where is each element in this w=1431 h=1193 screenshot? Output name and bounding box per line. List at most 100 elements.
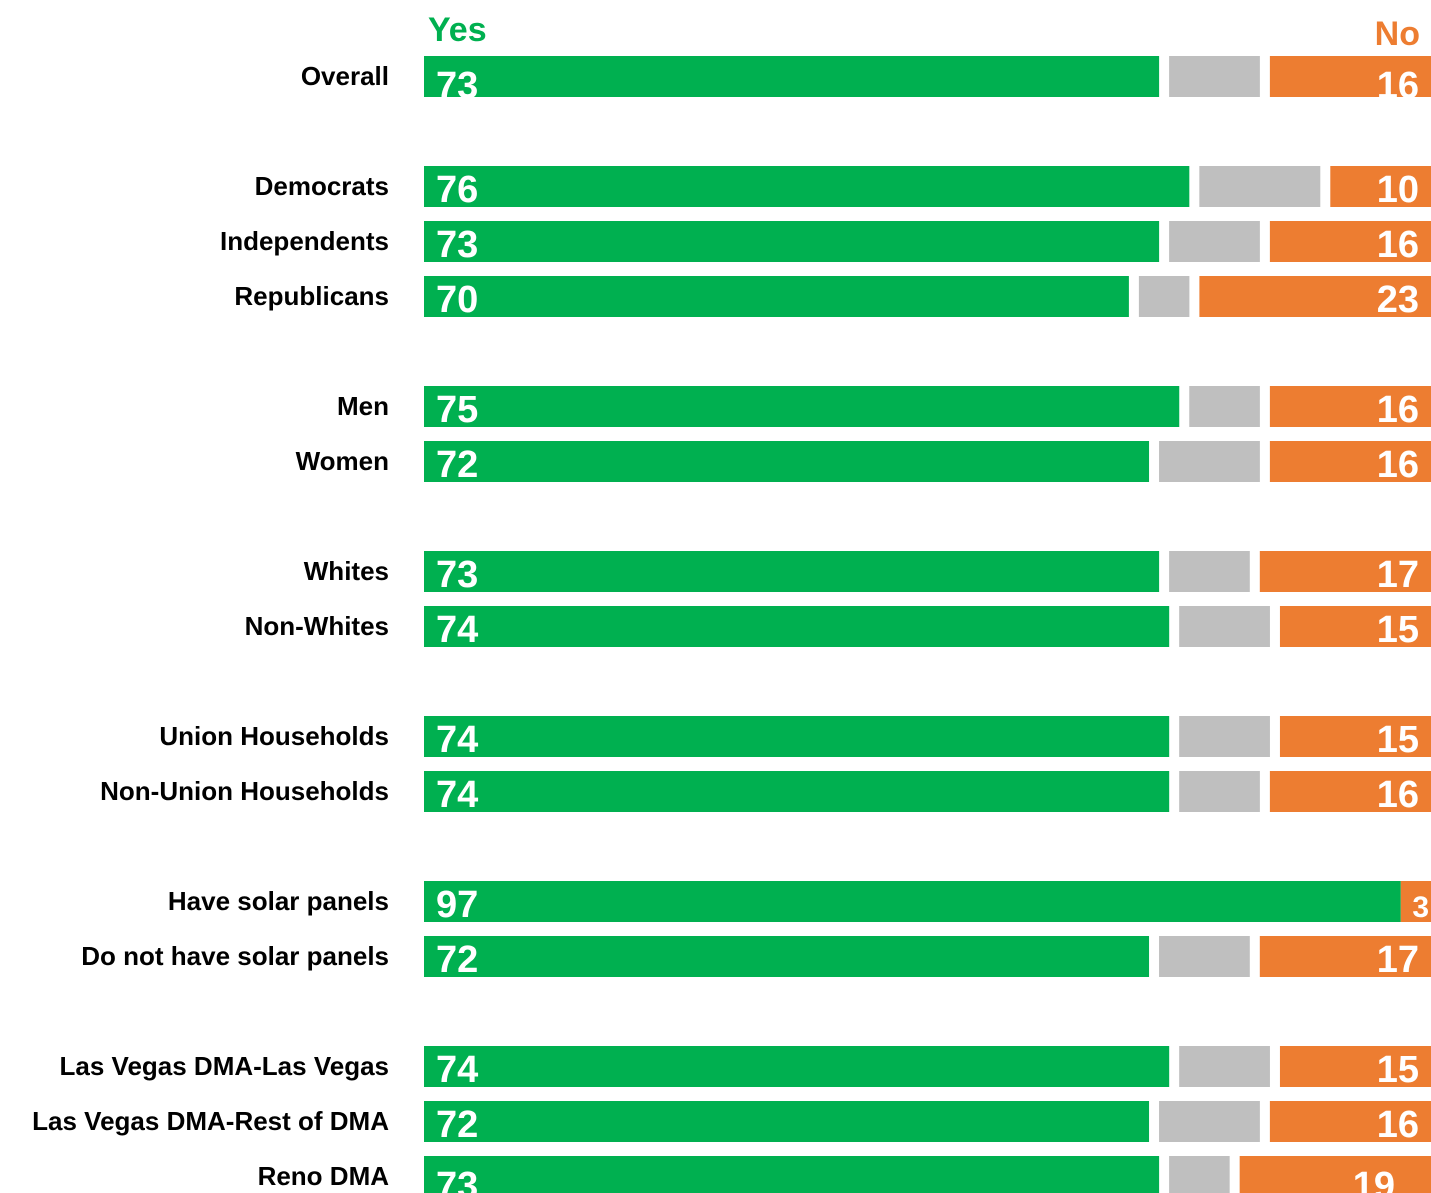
yes-bar [424,551,1160,592]
neutral-bar [1169,551,1250,592]
no-value-label: 16 [1377,65,1419,107]
bar-row-do-not-have-solar-panels: Do not have solar panels 72 17 [81,936,1431,981]
no-value-label: 16 [1377,224,1419,266]
yes-bar [424,936,1150,977]
category-label: Reno DMA [258,1161,390,1191]
yes-value-label: 72 [436,939,478,981]
yes-value-label: 70 [436,279,478,321]
no-bar [1199,276,1431,317]
no-value-label: 17 [1377,939,1419,981]
bar-row-democrats: Democrats 76 10 [255,166,1431,211]
yes-header: Yes [428,11,487,49]
category-label: Have solar panels [168,886,389,916]
no-value-label: 15 [1377,609,1419,651]
category-label: Whites [304,556,389,586]
no-bar [1259,936,1431,977]
yes-value-label: 76 [436,169,478,211]
bar-row-union-households: Union Households 74 15 [159,716,1431,761]
neutral-bar [1179,771,1260,812]
no-value-label: 16 [1377,774,1419,816]
no-bar [1269,386,1431,427]
no-value-label: 15 [1377,1049,1419,1091]
no-value-label: 17 [1377,554,1419,596]
bar-row-republicans: Republicans 70 23 [234,276,1431,321]
category-label: Las Vegas DMA-Rest of DMA [32,1106,389,1136]
category-label: Independents [220,226,389,256]
no-bar [1400,881,1431,922]
no-bar [1279,1046,1431,1087]
no-value-label: 15 [1377,719,1419,761]
neutral-bar [1159,441,1260,482]
yes-value-label: 73 [436,554,478,596]
no-bar [1330,166,1431,207]
yes-value-label: 74 [436,774,478,816]
category-label: Do not have solar panels [81,941,389,971]
yes-bar [424,56,1160,97]
yes-value-label: 74 [436,1049,478,1091]
yes-value-label: 74 [436,609,478,651]
no-value-label: 16 [1377,444,1419,486]
neutral-bar [1179,716,1270,757]
category-label: Non-Union Households [100,776,389,806]
no-bar [1269,771,1431,812]
yes-bar [424,881,1401,922]
neutral-bar [1169,56,1260,97]
no-bar [1269,221,1431,262]
yes-bar [424,606,1170,647]
neutral-bar [1169,1156,1230,1193]
no-bar [1269,1101,1431,1142]
no-value-label: 16 [1377,1104,1419,1146]
bar-row-have-solar-panels: Have solar panels 97 3 [168,881,1431,926]
yes-value-label: 74 [436,719,478,761]
no-value-label: 10 [1377,169,1419,211]
no-bar [1259,551,1431,592]
category-label: Non-Whites [245,611,389,641]
no-bar [1279,606,1431,647]
bar-row-reno-dma: Reno DMA 73 19 [258,1156,1431,1193]
yes-value-label: 72 [436,1104,478,1146]
category-label: Las Vegas DMA-Las Vegas [60,1051,389,1081]
neutral-bar [1159,1101,1260,1142]
bar-row-non-union-households: Non-Union Households 74 16 [100,771,1431,816]
category-label: Democrats [255,171,389,201]
bar-row-independents: Independents 73 16 [220,221,1431,266]
category-label: Women [296,446,389,476]
bar-row-overall: Overall 73 16 [301,56,1431,107]
category-label: Overall [301,61,389,91]
yes-value-label: 73 [436,1165,478,1193]
yes-bar [424,386,1180,427]
neutral-bar [1159,936,1250,977]
bar-row-men: Men 75 16 [337,386,1431,431]
no-value-label: 23 [1377,279,1419,321]
yes-bar [424,716,1170,757]
no-bar [1239,1156,1431,1193]
neutral-bar [1138,276,1190,317]
neutral-bar [1189,386,1260,427]
no-bar [1279,716,1431,757]
yes-value-label: 75 [436,389,478,431]
yes-bar [424,1046,1170,1087]
bar-row-las-vegas-dma-las-vegas: Las Vegas DMA-Las Vegas 74 15 [60,1046,1431,1091]
bar-rows: Overall 73 16 Democrats 76 10 Independents 73 16… [32,56,1431,1193]
yes-value-label: 97 [436,884,478,926]
category-label: Union Households [159,721,389,751]
neutral-bar [1199,166,1321,207]
neutral-bar [1179,1046,1270,1087]
bar-row-non-whites: Non-Whites 74 15 [245,606,1431,651]
yes-value-label: 73 [436,224,478,266]
neutral-bar [1169,221,1260,262]
yes-bar [424,441,1150,482]
yes-bar [424,166,1190,207]
no-bar [1269,56,1431,97]
yes-bar [424,771,1170,812]
yes-value-label: 72 [436,444,478,486]
category-label: Republicans [234,281,389,311]
yes-bar [424,221,1160,262]
yes-bar [424,276,1129,317]
bar-row-whites: Whites 73 17 [304,551,1431,596]
neutral-bar [1179,606,1270,647]
no-value-label: 16 [1377,389,1419,431]
bar-row-las-vegas-dma-rest-of-dma: Las Vegas DMA-Rest of DMA 72 16 [32,1101,1431,1146]
yes-bar [424,1101,1150,1142]
